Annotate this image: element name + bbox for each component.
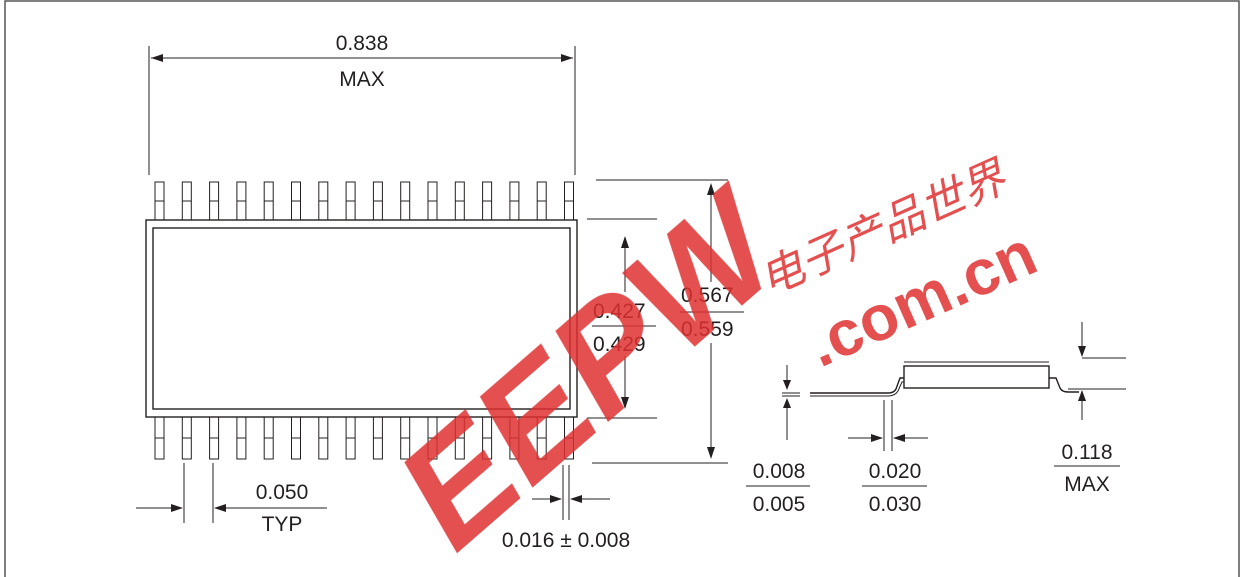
standoff-bottom: 0.030 — [869, 493, 922, 516]
total-width-top: 0.567 — [681, 284, 734, 307]
lead-width-dimension: 0.016 ± 0.008 — [502, 465, 630, 552]
body-width-bottom: 0.429 — [593, 333, 646, 356]
lead-thickness-bottom: 0.005 — [753, 493, 806, 516]
body-width-dimension: 0.427 0.429 — [587, 218, 657, 419]
watermark-logo-text: EEPW — [366, 155, 818, 577]
height-note: MAX — [1064, 473, 1110, 496]
overall-length-note: MAX — [339, 68, 385, 91]
lead-thickness-dimension: 0.008 0.005 — [746, 365, 810, 516]
eepw-watermark: EEPW .com.cn 电子产品世界 — [366, 151, 1047, 577]
lead-pitch-dimension: 0.050 TYP — [136, 463, 327, 536]
height-value: 0.118 — [1062, 441, 1113, 464]
body-width-top: 0.427 — [593, 300, 646, 323]
standoff-top: 0.020 — [869, 460, 922, 483]
lead-thickness-top: 0.008 — [753, 460, 806, 483]
overall-length-value: 0.838 — [336, 32, 389, 55]
height-dimension: 0.118 MAX — [1054, 322, 1120, 496]
drawing-frame — [4, 0, 1240, 577]
package-body-inner — [152, 227, 571, 410]
lead-pitch-value: 0.050 — [256, 481, 309, 504]
side-view — [810, 357, 1126, 397]
lead-pitch-note: TYP — [262, 513, 303, 536]
package-body-outer — [145, 219, 578, 418]
bottom-leads — [154, 416, 574, 460]
overall-length-dimension: 0.838 MAX — [148, 32, 576, 175]
standoff-dimension: 0.020 0.030 — [848, 400, 928, 516]
top-view — [145, 181, 578, 460]
total-width-dimension: 0.567 0.559 — [592, 179, 744, 464]
total-width-bottom: 0.559 — [681, 318, 734, 341]
top-leads — [154, 181, 574, 221]
lead-width-value: 0.016 ± 0.008 — [502, 529, 630, 552]
